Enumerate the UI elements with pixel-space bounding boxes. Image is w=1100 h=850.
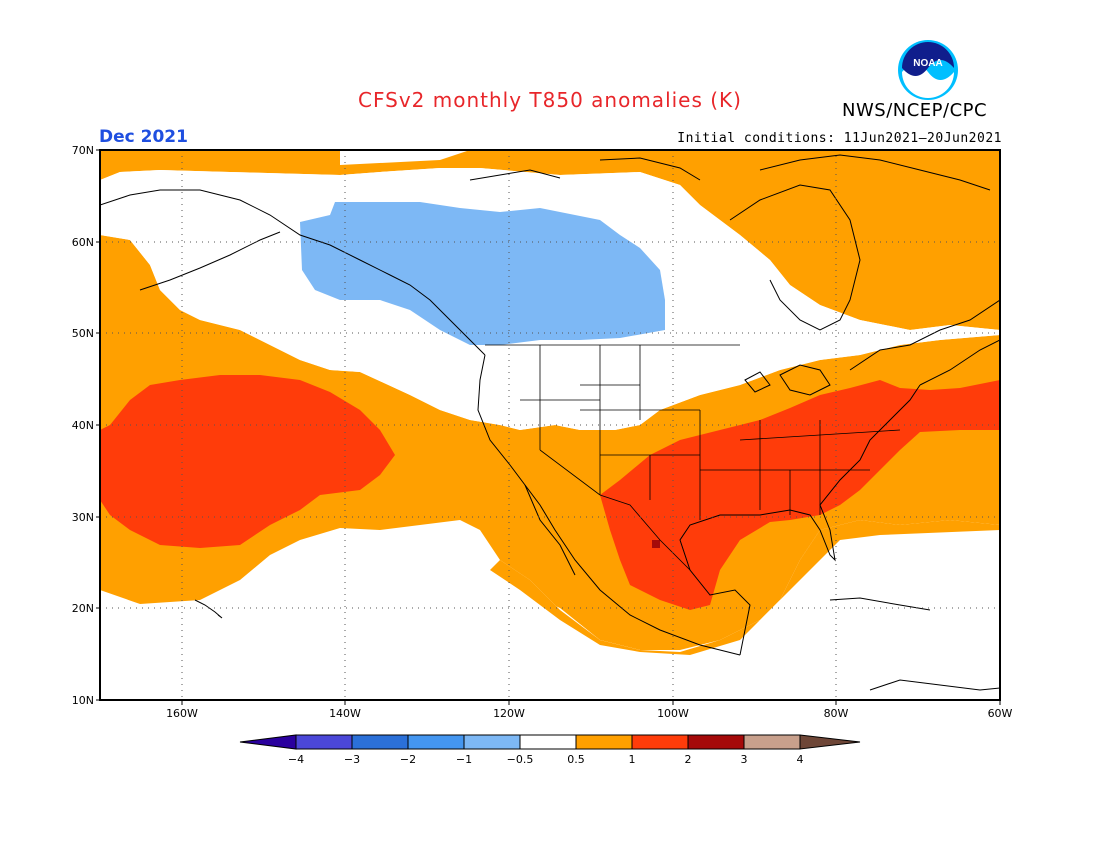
lon-tick-label: 100W [657, 707, 689, 720]
legend-label: −1 [456, 753, 472, 766]
legend-swatch [351, 734, 409, 750]
legend-label: −0.5 [507, 753, 534, 766]
legend-swatch [463, 734, 521, 750]
anomaly-red-pacific [100, 375, 395, 548]
lat-tick-label: 10N [72, 694, 94, 707]
legend-swatch [687, 734, 745, 750]
legend-label: 2 [685, 753, 692, 766]
initial-conditions: Initial conditions: 11Jun2021–20Jun2021 [677, 131, 1002, 146]
lon-tick-label: 160W [166, 707, 198, 720]
anomaly-orange-region [100, 150, 1000, 650]
legend-swatch [295, 734, 353, 750]
lon-axis: 160W 140W 120W 100W 80W 60W [166, 707, 1012, 720]
lat-tick-label: 50N [72, 327, 94, 340]
lat-axis: 70N 60N 50N 40N 30N 20N 10N [72, 144, 94, 707]
legend-label: −3 [344, 753, 360, 766]
anomaly-darkred-cell [652, 540, 660, 548]
lat-tick-label: 60N [72, 236, 94, 249]
legend-swatch [743, 734, 801, 750]
legend-swatch [519, 734, 577, 750]
legend-arrow-low [239, 734, 297, 750]
agency-label: NWS/NCEP/CPC [842, 100, 988, 121]
color-legend [239, 734, 861, 750]
noaa-logo: NOAA [898, 40, 958, 100]
lat-tick-label: 30N [72, 511, 94, 524]
lat-tick-label: 20N [72, 602, 94, 615]
lon-tick-label: 120W [493, 707, 525, 720]
grid-lines [100, 150, 1000, 700]
anomaly-field [100, 150, 1000, 700]
coastlines [100, 154, 1000, 691]
lon-tick-label: 80W [824, 707, 849, 720]
legend-swatch [575, 734, 633, 750]
legend-label: 3 [741, 753, 748, 766]
lon-tick-label: 140W [329, 707, 361, 720]
anomaly-blue-region [300, 202, 665, 345]
legend-swatch [407, 734, 465, 750]
legend-label: −2 [400, 753, 416, 766]
legend-labels: −4 −3 −2 −1 −0.5 0.5 1 2 3 4 [288, 753, 804, 766]
map-title: CFSv2 monthly T850 anomalies (K) [358, 88, 742, 112]
lon-tick-label: 60W [988, 707, 1013, 720]
legend-label: 1 [629, 753, 636, 766]
legend-label: −4 [288, 753, 304, 766]
tick-marks [96, 149, 1001, 705]
forecast-period: Dec 2021 [99, 127, 188, 147]
legend-label: 4 [797, 753, 804, 766]
lat-tick-label: 40N [72, 419, 94, 432]
legend-label: 0.5 [567, 753, 585, 766]
lat-tick-label: 70N [72, 144, 94, 157]
legend-arrow-high [799, 734, 861, 750]
legend-swatch [631, 734, 689, 750]
noaa-logo-text: NOAA [913, 58, 942, 69]
political-borders [485, 344, 901, 571]
